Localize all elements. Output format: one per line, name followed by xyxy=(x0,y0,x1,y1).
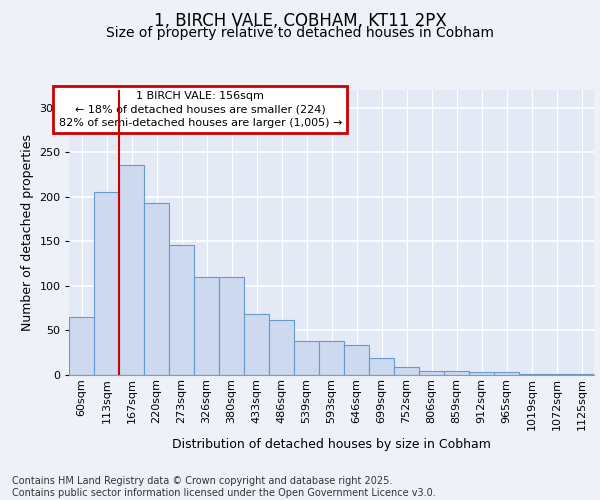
Bar xyxy=(419,372,444,375)
Text: Contains HM Land Registry data © Crown copyright and database right 2025.
Contai: Contains HM Land Registry data © Crown c… xyxy=(12,476,436,498)
Bar xyxy=(94,192,119,375)
Bar xyxy=(394,367,419,375)
Bar xyxy=(444,372,469,375)
Bar xyxy=(144,203,169,375)
Y-axis label: Number of detached properties: Number of detached properties xyxy=(21,134,34,331)
Bar xyxy=(544,374,569,375)
Bar xyxy=(294,341,319,375)
Bar xyxy=(194,277,219,375)
Bar xyxy=(319,341,344,375)
Text: 1, BIRCH VALE, COBHAM, KT11 2PX: 1, BIRCH VALE, COBHAM, KT11 2PX xyxy=(154,12,446,30)
Bar xyxy=(519,374,544,375)
Bar xyxy=(219,277,244,375)
Bar xyxy=(469,372,494,375)
X-axis label: Distribution of detached houses by size in Cobham: Distribution of detached houses by size … xyxy=(172,438,491,451)
Bar xyxy=(369,358,394,375)
Bar xyxy=(69,317,94,375)
Bar xyxy=(119,165,144,375)
Bar xyxy=(269,320,294,375)
Bar xyxy=(494,372,519,375)
Bar xyxy=(569,374,594,375)
Bar xyxy=(169,245,194,375)
Bar xyxy=(244,314,269,375)
Bar xyxy=(344,344,369,375)
Text: Size of property relative to detached houses in Cobham: Size of property relative to detached ho… xyxy=(106,26,494,40)
Text: 1 BIRCH VALE: 156sqm
← 18% of detached houses are smaller (224)
82% of semi-deta: 1 BIRCH VALE: 156sqm ← 18% of detached h… xyxy=(59,92,342,128)
